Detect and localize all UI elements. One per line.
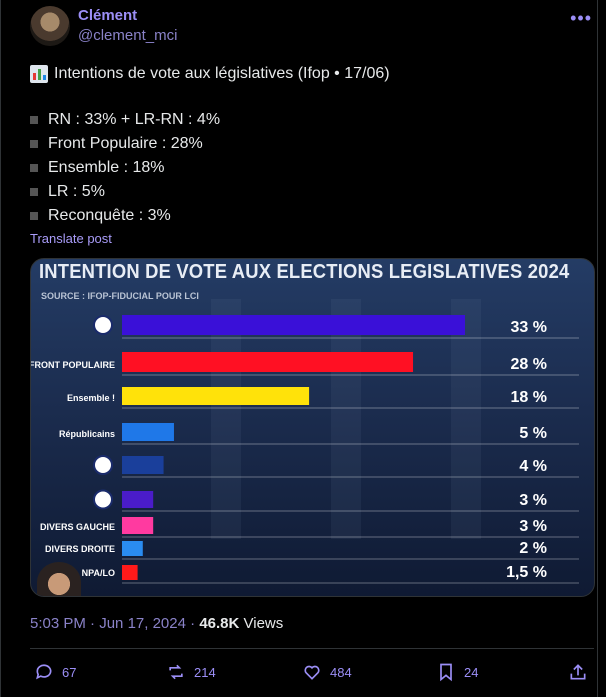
translate-post-link[interactable]: Translate post xyxy=(30,231,112,246)
value-label-2: 18 % xyxy=(511,389,547,406)
reply-count: 67 xyxy=(62,664,77,680)
more-options-icon[interactable]: ••• xyxy=(570,8,592,28)
bookmark-button[interactable]: 24 xyxy=(436,662,478,682)
chart-source: SOURCE : IFOP-FIDUCIAL POUR LCI xyxy=(41,291,199,301)
bullet-text: RN : 33% + LR-RN : 4% xyxy=(48,111,221,128)
meta-separator: · xyxy=(90,615,100,632)
bullet-square-icon xyxy=(30,164,38,172)
repost-icon xyxy=(169,664,183,680)
bar-6 xyxy=(122,517,154,534)
bar-5 xyxy=(122,491,154,508)
bullet-text: LR : 5% xyxy=(48,183,105,200)
like-button[interactable]: 484 xyxy=(302,662,352,682)
value-label-4: 4 % xyxy=(519,458,547,475)
bullet-line: Front Populaire : 28% xyxy=(30,132,390,156)
bullet-line: RN : 33% + LR-RN : 4% xyxy=(30,108,390,132)
category-label-7: DIVERS DROITE xyxy=(45,544,115,554)
value-label-7: 2 % xyxy=(519,540,547,557)
background-column xyxy=(211,299,241,539)
bullet-text: Ensemble : 18% xyxy=(48,159,165,176)
post-time[interactable]: 5:03 PM xyxy=(30,615,86,632)
chart-title: INTENTION DE VOTE AUX ELECTIONS LEGISLAT… xyxy=(39,261,570,283)
avatar[interactable] xyxy=(30,6,70,46)
category-label-3: Républicains xyxy=(59,429,115,439)
party-logo-4 xyxy=(93,455,113,475)
bar-2 xyxy=(122,387,310,405)
post-media-image[interactable]: INTENTION DE VOTE AUX ELECTIONS LEGISLAT… xyxy=(30,258,595,597)
value-label-6: 3 % xyxy=(519,518,547,535)
value-label-5: 3 % xyxy=(519,492,547,509)
bar-0 xyxy=(122,315,465,335)
value-label-8: 1,5 % xyxy=(506,564,547,581)
meta-separator: · xyxy=(190,615,200,632)
party-logo-5 xyxy=(93,489,113,510)
post-text: Intentions de vote aux législatives (Ifo… xyxy=(30,62,390,228)
post-date[interactable]: Jun 17, 2024 xyxy=(99,615,186,632)
share-icon xyxy=(570,664,586,680)
bar-chart-icon xyxy=(30,65,48,83)
background-column xyxy=(331,299,361,539)
divider xyxy=(30,648,594,649)
bar-8 xyxy=(122,565,138,580)
post-title-line: Intentions de vote aux législatives (Ifo… xyxy=(30,62,390,86)
timeline-left-border xyxy=(0,0,1,697)
post-meta: 5:03 PM · Jun 17, 2024 · 46.8K Views xyxy=(30,615,283,632)
action-bar: 67 214 484 24 xyxy=(30,662,595,688)
bar-chart: 33 % 28 % FRONT POPULAIRE 18 % Ensemble ! 5 %… xyxy=(31,315,579,584)
bookmark-count: 24 xyxy=(464,664,479,680)
bar-7 xyxy=(122,541,143,556)
value-label-0: 33 % xyxy=(511,319,547,336)
heart-icon xyxy=(304,665,320,680)
bullet-line: Ensemble : 18% xyxy=(30,156,390,180)
category-label-8: NPA/LO xyxy=(82,568,115,578)
bullet-text: Reconquête : 3% xyxy=(48,207,171,224)
category-label-2: Ensemble ! xyxy=(67,393,115,403)
bullet-square-icon xyxy=(30,140,38,148)
like-count: 484 xyxy=(330,664,352,680)
bar-1 xyxy=(122,352,414,372)
repost-button[interactable]: 214 xyxy=(166,662,216,682)
value-label-1: 28 % xyxy=(511,356,547,373)
bullet-square-icon xyxy=(30,188,38,196)
background-column xyxy=(451,299,481,539)
bar-4 xyxy=(122,456,164,474)
bar-3 xyxy=(122,423,174,441)
repost-count: 214 xyxy=(194,664,216,680)
category-label-6: DIVERS GAUCHE xyxy=(40,522,115,532)
reply-icon xyxy=(36,664,52,680)
timeline-right-border xyxy=(597,0,598,697)
views-label: Views xyxy=(243,615,284,632)
author-name[interactable]: Clément xyxy=(78,7,138,24)
bookmark-icon xyxy=(440,663,452,682)
category-label-1: FRONT POPULAIRE xyxy=(31,360,115,370)
reply-button[interactable]: 67 xyxy=(34,662,76,682)
bullet-line: Reconquête : 3% xyxy=(30,204,390,228)
views-count: 46.8K xyxy=(199,615,240,632)
party-logo-0 xyxy=(93,315,113,335)
bullet-line: LR : 5% xyxy=(30,180,390,204)
bullet-square-icon xyxy=(30,212,38,220)
value-label-3: 5 % xyxy=(519,425,547,442)
post-header: Clément @clement_mci ••• xyxy=(30,6,594,46)
share-button[interactable] xyxy=(568,662,588,682)
bullet-text: Front Populaire : 28% xyxy=(48,135,203,152)
post-title: Intentions de vote aux législatives (Ifo… xyxy=(54,65,390,82)
bullet-square-icon xyxy=(30,116,38,124)
presenter-photo xyxy=(37,562,81,596)
author-handle[interactable]: @clement_mci xyxy=(78,27,178,44)
